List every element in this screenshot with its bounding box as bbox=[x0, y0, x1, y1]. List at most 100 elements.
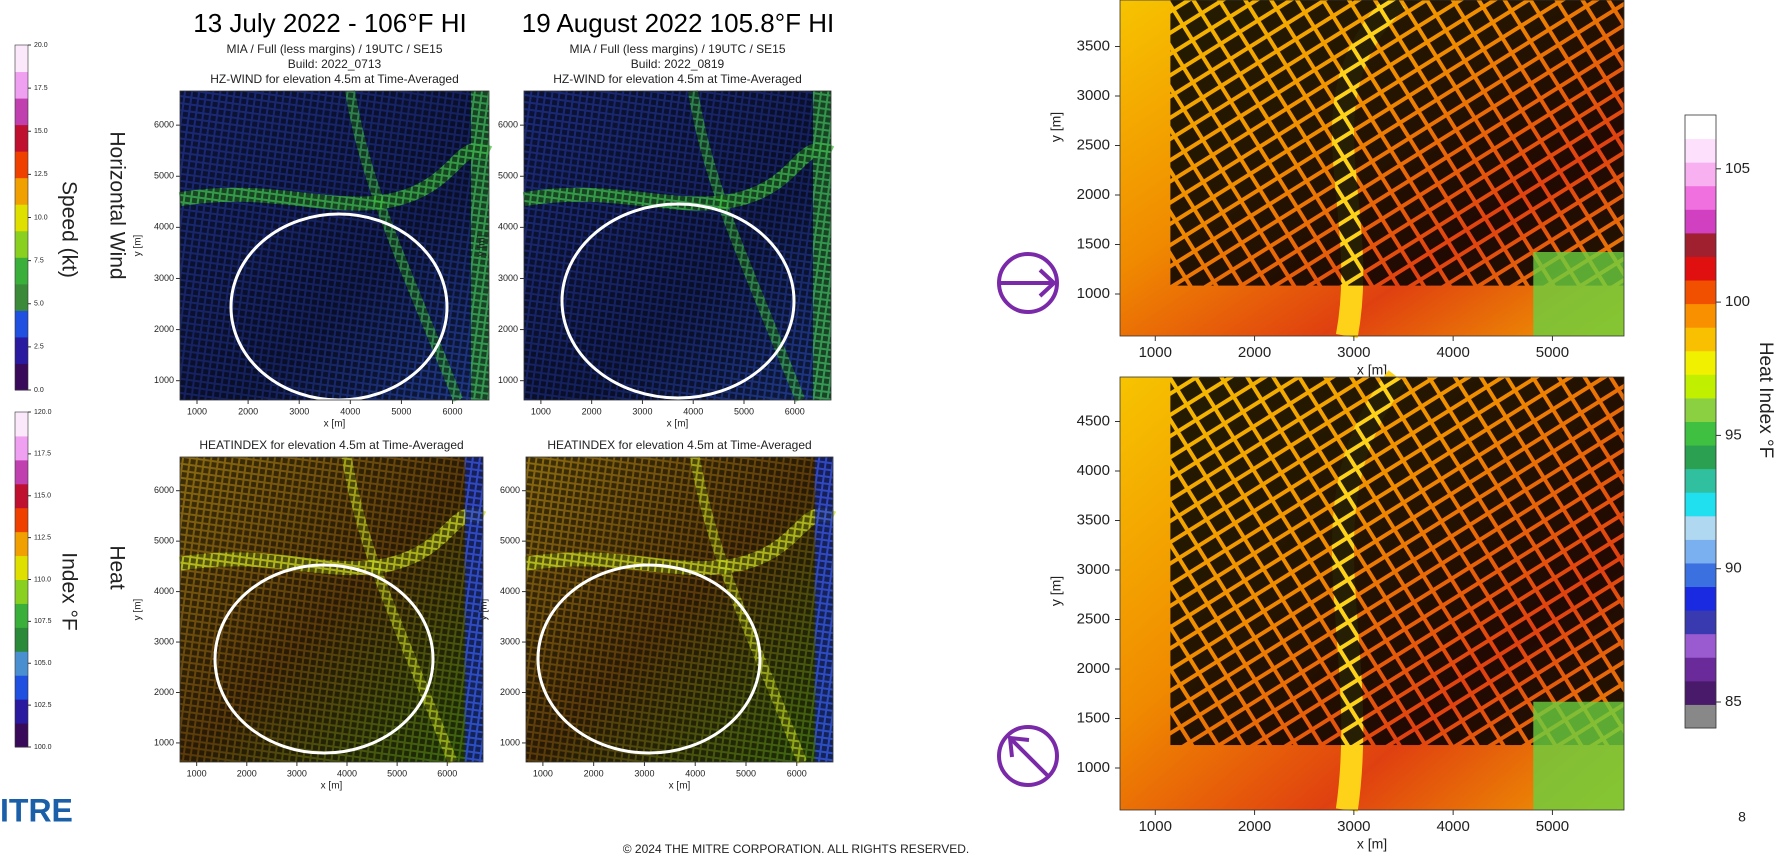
y-tick-label: 2000 bbox=[498, 324, 518, 334]
colorbar-label: Heat bbox=[105, 545, 128, 590]
y-tick-label: 6000 bbox=[154, 120, 174, 130]
y-tick-label: 2000 bbox=[154, 324, 174, 334]
x-tick-label: 2000 bbox=[237, 768, 257, 778]
colorbar-tick-label: 5.0 bbox=[34, 301, 44, 308]
plot-header: Build: 2022_0713 bbox=[288, 57, 382, 71]
colorbar-band bbox=[15, 151, 28, 178]
buildings bbox=[526, 457, 833, 762]
slide: ITRE © 2024 THE MITRE CORPORATION. ALL R… bbox=[0, 0, 1783, 856]
plot-header: HZ-WIND for elevation 4.5m at Time-Avera… bbox=[210, 72, 459, 86]
colorbar-band bbox=[1685, 327, 1716, 351]
colorbar-band bbox=[1685, 587, 1716, 611]
y-tick-label: 1000 bbox=[154, 375, 174, 385]
heatmap-corner bbox=[1533, 252, 1624, 336]
panel-title: 13 July 2022 - 106°F HI bbox=[193, 8, 466, 38]
colorbar-band bbox=[15, 45, 28, 72]
colorbar-band bbox=[1685, 492, 1716, 516]
colorbar-band bbox=[1685, 115, 1716, 139]
y-tick-label: 2500 bbox=[1077, 136, 1110, 153]
y-tick-label: 4500 bbox=[1077, 412, 1110, 429]
colorbar-band bbox=[15, 98, 28, 125]
y-tick-label: 2500 bbox=[1077, 610, 1110, 627]
colorbar-band bbox=[1685, 704, 1716, 728]
colorbar-band bbox=[15, 178, 28, 205]
y-tick-label: 6000 bbox=[498, 120, 518, 130]
plot-header: MIA / Full (less margins) / 19UTC / SE15 bbox=[569, 42, 785, 56]
x-tick-label: 1000 bbox=[187, 406, 207, 416]
x-tick-label: 4000 bbox=[340, 406, 360, 416]
colorbar-band bbox=[1685, 233, 1716, 257]
colorbar-tick-label: 107.5 bbox=[34, 618, 52, 625]
colorbar-tick-label: 117.5 bbox=[34, 451, 51, 458]
x-tick-label: 5000 bbox=[736, 768, 756, 778]
buildings bbox=[1170, 0, 1624, 286]
x-tick-label: 1000 bbox=[531, 406, 551, 416]
plot-header: HEATINDEX for elevation 4.5m at Time-Ave… bbox=[199, 438, 463, 452]
y-axis-label: y [m] bbox=[479, 598, 490, 620]
y-tick-label: 3500 bbox=[1077, 511, 1110, 528]
direction-arrow bbox=[999, 254, 1057, 312]
colorbar-band bbox=[1685, 139, 1716, 163]
plot-header: MIA / Full (less margins) / 19UTC / SE15 bbox=[226, 42, 442, 56]
y-tick-label: 1000 bbox=[498, 375, 518, 385]
y-tick-label: 3000 bbox=[1077, 87, 1110, 104]
x-tick-label: 6000 bbox=[443, 406, 463, 416]
x-tick-label: 6000 bbox=[437, 768, 457, 778]
colorbar-label: Index °F bbox=[57, 552, 80, 630]
colorbar-band bbox=[1685, 398, 1716, 422]
y-axis-label: y [m] bbox=[1048, 112, 1064, 142]
colorbar-band bbox=[1685, 186, 1716, 210]
colorbar-band bbox=[15, 508, 28, 532]
y-tick-label: 3000 bbox=[154, 273, 174, 283]
colorbar-band bbox=[1685, 563, 1716, 587]
colorbar-band bbox=[1685, 280, 1716, 304]
x-axis-label: x [m] bbox=[1357, 836, 1387, 852]
y-tick-label: 1500 bbox=[1077, 709, 1110, 726]
colorbar-tick-label: 85 bbox=[1725, 693, 1742, 710]
y-tick-label: 6000 bbox=[500, 485, 520, 495]
colorbar-band bbox=[15, 723, 28, 747]
y-tick-label: 4000 bbox=[498, 222, 518, 232]
colorbar-band bbox=[1685, 256, 1716, 280]
plot-header: HEATINDEX for elevation 4.5m at Time-Ave… bbox=[547, 438, 811, 452]
plot-header: HZ-WIND for elevation 4.5m at Time-Avera… bbox=[553, 72, 802, 86]
panel-title: 19 August 2022 105.8°F HI bbox=[522, 8, 835, 38]
y-tick-label: 1500 bbox=[1077, 235, 1110, 252]
colorbar-label: Horizontal Wind bbox=[105, 131, 128, 279]
colorbar-tick-label: 15.0 bbox=[34, 128, 48, 135]
colorbar-tick-label: 120.0 bbox=[34, 409, 52, 416]
colorbar-band bbox=[15, 257, 28, 284]
y-tick-label: 3000 bbox=[1077, 561, 1110, 578]
colorbar-band bbox=[15, 284, 28, 311]
plot-header: Build: 2022_0819 bbox=[631, 57, 725, 71]
x-tick-label: 5000 bbox=[1536, 818, 1569, 835]
x-tick-label: 6000 bbox=[787, 768, 807, 778]
colorbar-band bbox=[15, 699, 28, 723]
colorbar-band bbox=[1685, 610, 1716, 634]
y-axis-label: y [m] bbox=[1048, 576, 1064, 606]
colorbar-band bbox=[15, 72, 28, 99]
colorbar-band bbox=[1685, 539, 1716, 563]
y-tick-label: 6000 bbox=[154, 485, 174, 495]
colorbar-tick-label: 90 bbox=[1725, 560, 1742, 577]
y-tick-label: 5000 bbox=[154, 171, 174, 181]
colorbar-tick-label: 110.0 bbox=[34, 576, 51, 583]
colorbar-band bbox=[15, 651, 28, 675]
colorbar-band bbox=[1685, 304, 1716, 328]
x-tick-label: 1000 bbox=[187, 768, 207, 778]
colorbar-band bbox=[1685, 374, 1716, 398]
y-tick-label: 2000 bbox=[154, 687, 174, 697]
x-tick-label: 2000 bbox=[1238, 818, 1271, 835]
x-tick-label: 5000 bbox=[391, 406, 411, 416]
x-tick-label: 3000 bbox=[634, 768, 654, 778]
colorbar-tick-label: 12.5 bbox=[34, 171, 48, 178]
x-tick-label: 2000 bbox=[582, 406, 602, 416]
x-tick-label: 4000 bbox=[683, 406, 703, 416]
colorbar-tick-label: 2.5 bbox=[34, 344, 44, 351]
x-axis-label: x [m] bbox=[667, 419, 689, 430]
x-tick-label: 1000 bbox=[533, 768, 553, 778]
x-tick-label: 3000 bbox=[1337, 344, 1370, 361]
colorbar-band bbox=[1685, 209, 1716, 233]
copyright: © 2024 THE MITRE CORPORATION. ALL RIGHTS… bbox=[623, 842, 969, 856]
buildings bbox=[1170, 377, 1624, 745]
